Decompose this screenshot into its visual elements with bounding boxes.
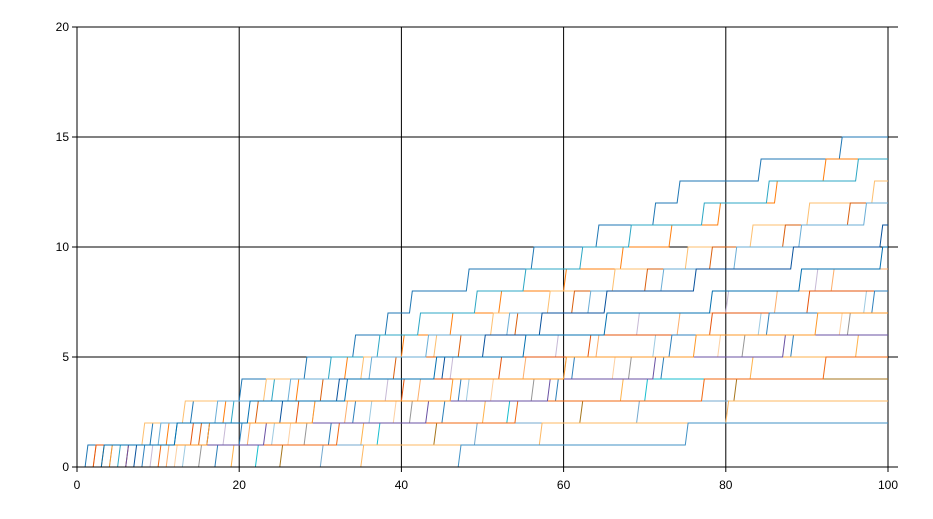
y-tick-label: 15	[56, 130, 70, 144]
x-tick-label: 0	[74, 478, 81, 492]
series-line-8	[77, 268, 888, 468]
y-tick-label: 0	[62, 460, 69, 474]
x-tick-label: 100	[878, 478, 898, 492]
y-tick-label: 5	[62, 350, 69, 364]
series-line-25	[77, 246, 888, 468]
series-line-9	[77, 268, 888, 468]
series-line-6	[77, 202, 888, 468]
series-line-19	[77, 400, 888, 468]
series-line-1	[77, 136, 888, 468]
axis-ticks: 0 20 40 60 80 100 0 5 10 15 20	[56, 20, 899, 492]
series-line-20	[77, 400, 888, 468]
y-tick-label: 10	[56, 240, 70, 254]
x-tick-label: 60	[557, 478, 571, 492]
x-tick-label: 80	[719, 478, 733, 492]
x-tick-label: 20	[233, 478, 247, 492]
x-tick-label: 40	[395, 478, 409, 492]
series-layer	[77, 136, 888, 468]
y-tick-label: 20	[56, 20, 70, 34]
series-line-22	[77, 356, 888, 468]
